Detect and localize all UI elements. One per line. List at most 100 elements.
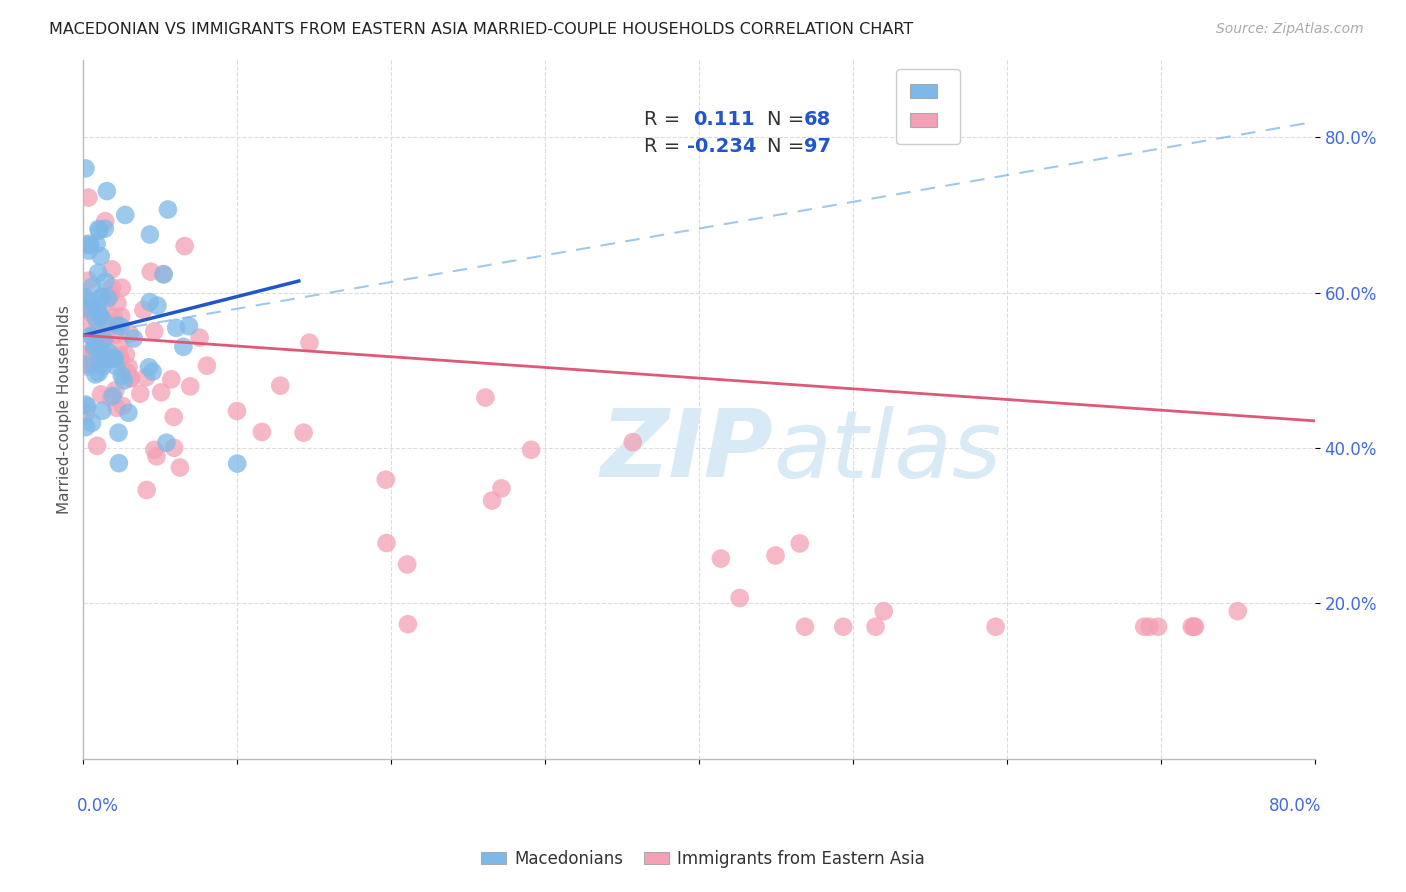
Point <box>142 365 165 379</box>
Text: N =: N = <box>766 137 810 156</box>
Point <box>765 549 787 563</box>
Point <box>94 297 117 311</box>
Point <box>80 416 103 430</box>
Point <box>122 332 145 346</box>
Point <box>75 358 97 372</box>
Point <box>117 406 139 420</box>
Point <box>163 441 186 455</box>
Point <box>520 442 543 457</box>
Point <box>163 409 186 424</box>
Point <box>135 370 157 384</box>
Point <box>143 324 166 338</box>
Point <box>80 328 103 343</box>
Point <box>794 620 817 634</box>
Point <box>79 294 101 309</box>
Point <box>77 190 100 204</box>
Point <box>396 558 419 572</box>
Point <box>91 403 114 417</box>
Text: atlas: atlas <box>773 406 1001 497</box>
Point <box>120 371 142 385</box>
Point <box>84 341 107 355</box>
Point <box>832 620 855 634</box>
Point <box>82 329 104 343</box>
Point <box>87 366 110 380</box>
Point <box>75 406 97 420</box>
Point <box>76 315 98 329</box>
Point <box>111 368 134 383</box>
Point <box>75 397 97 411</box>
Point <box>138 360 160 375</box>
Point <box>1181 620 1204 634</box>
Text: ZIP: ZIP <box>600 405 773 497</box>
Point <box>139 227 162 242</box>
Point <box>75 351 97 366</box>
Text: 80.0%: 80.0% <box>1268 797 1320 815</box>
Point <box>984 620 1007 634</box>
Point <box>79 238 101 252</box>
Point <box>80 301 103 316</box>
Point <box>250 425 273 439</box>
Point <box>79 236 101 251</box>
Point <box>93 333 115 347</box>
Point <box>94 214 117 228</box>
Text: -0.234: -0.234 <box>686 137 756 156</box>
Point <box>195 359 218 373</box>
Text: 97: 97 <box>804 137 831 156</box>
Point <box>104 351 127 366</box>
Point <box>101 280 124 294</box>
Point <box>79 305 101 319</box>
Point <box>75 420 97 434</box>
Point <box>789 536 811 550</box>
Point <box>129 386 152 401</box>
Point <box>87 303 110 318</box>
Point <box>97 345 120 359</box>
Point <box>152 268 174 282</box>
Point <box>97 291 120 305</box>
Point <box>865 620 887 634</box>
Text: MACEDONIAN VS IMMIGRANTS FROM EASTERN ASIA MARRIED-COUPLE HOUSEHOLDS CORRELATION: MACEDONIAN VS IMMIGRANTS FROM EASTERN AS… <box>49 22 914 37</box>
Point <box>100 391 122 405</box>
Point <box>103 310 125 324</box>
Point <box>89 223 111 237</box>
Point <box>160 372 183 386</box>
Point <box>94 275 117 289</box>
Point <box>152 267 174 281</box>
Point <box>710 551 733 566</box>
Point <box>110 319 132 334</box>
Point <box>156 202 179 217</box>
Point <box>84 368 107 382</box>
Point <box>115 366 138 380</box>
Point <box>94 328 117 343</box>
Point <box>86 313 108 327</box>
Point <box>75 161 97 176</box>
Point <box>84 300 107 314</box>
Point <box>84 311 107 326</box>
Point <box>114 208 136 222</box>
Point <box>145 450 167 464</box>
Point <box>108 349 131 363</box>
Point <box>89 349 111 363</box>
Point <box>155 435 177 450</box>
Point <box>226 457 249 471</box>
Point <box>396 617 419 632</box>
Point <box>873 604 896 618</box>
Point <box>115 347 138 361</box>
Point <box>112 374 135 388</box>
Text: 0.111: 0.111 <box>693 110 755 128</box>
Point <box>481 493 503 508</box>
Point <box>90 387 112 401</box>
Point <box>79 354 101 368</box>
Point <box>177 319 200 334</box>
Point <box>374 473 396 487</box>
Point <box>75 237 97 252</box>
Point <box>110 310 132 324</box>
Y-axis label: Married-couple Households: Married-couple Households <box>58 305 72 514</box>
Point <box>117 359 139 374</box>
Point <box>86 439 108 453</box>
Text: R =: R = <box>644 137 686 156</box>
Point <box>298 335 321 350</box>
Point <box>491 482 513 496</box>
Point <box>375 536 398 550</box>
Point <box>1226 604 1249 618</box>
Point <box>76 399 98 413</box>
